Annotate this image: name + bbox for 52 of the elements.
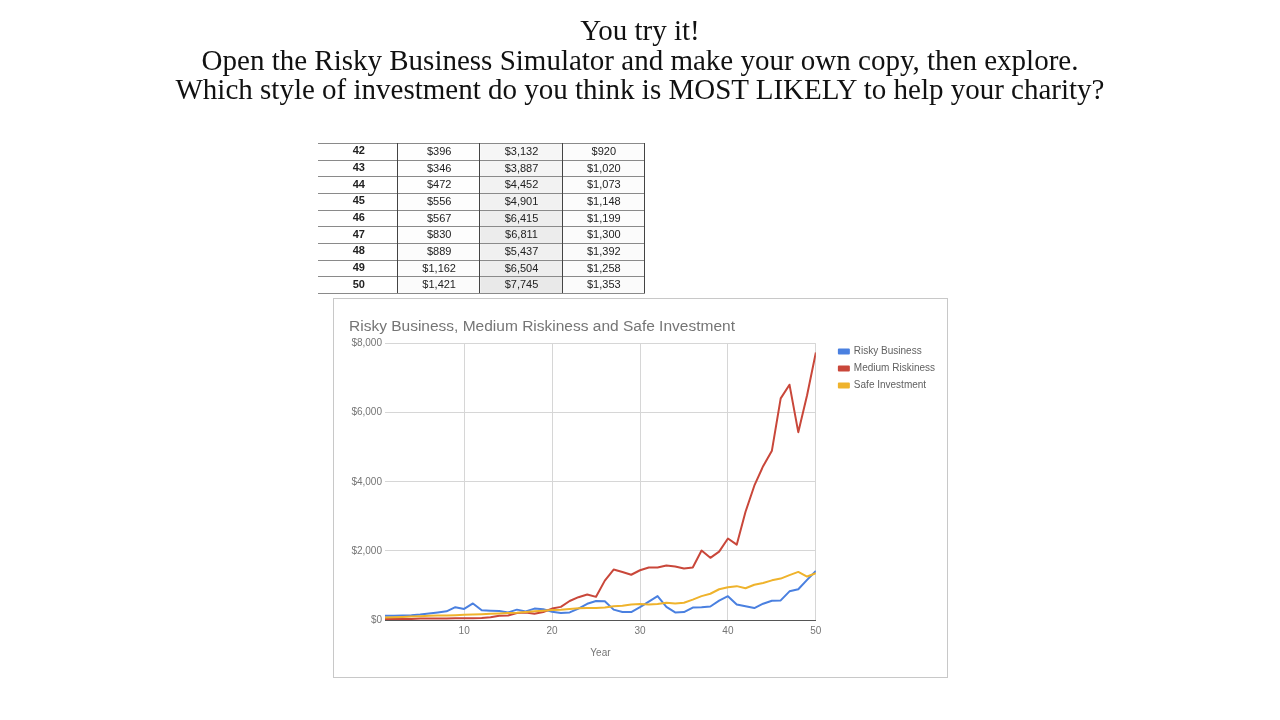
y-tick-label: 43 [352, 161, 365, 174]
y-tick-label: 45 [352, 194, 365, 207]
x-tick-label: 20 [546, 624, 559, 636]
x-tick-label: 30 [634, 624, 646, 636]
data-label: $1,300 [587, 228, 621, 241]
y-tick-label: 50 [352, 277, 365, 290]
y-tick-label: 47 [352, 227, 365, 240]
data-label: $4,901 [504, 194, 539, 207]
y-tick-label: 42 [352, 144, 365, 157]
data-label: $567 [426, 211, 452, 224]
data-label: $1,073 [587, 178, 621, 191]
y-tick-label: $6,000 [351, 406, 383, 418]
data-label: $1,199 [587, 211, 621, 224]
y-tick-label: $2,000 [351, 544, 383, 556]
data-label: $396 [426, 144, 452, 157]
y-tick-label: 49 [352, 261, 365, 274]
x-axis-title: Year [590, 646, 612, 658]
legend-label: Medium Riskiness [853, 362, 936, 374]
data-label: $1,258 [587, 261, 621, 274]
y-tick-label: $8,000 [351, 337, 383, 349]
data-label: $1,353 [587, 278, 621, 291]
data-label: $3,887 [504, 161, 539, 174]
y-tick-label: $4,000 [351, 475, 383, 487]
data-label: $346 [426, 161, 452, 174]
data-label: $4,452 [504, 178, 539, 191]
data-label: $472 [426, 178, 452, 191]
x-tick-label: 40 [722, 624, 734, 636]
data-label: $1,162 [422, 261, 456, 274]
y-tick-label: 46 [352, 211, 365, 224]
data-label: $920 [591, 144, 617, 157]
data-label: $830 [426, 228, 452, 241]
data-label: $6,504 [504, 261, 539, 274]
text: You try it! [579, 14, 701, 46]
y-tick-label: 44 [352, 177, 366, 190]
legend-label: Safe Investment [853, 379, 927, 391]
y-tick-label: $0 [370, 613, 383, 625]
data-label: $5,437 [504, 244, 539, 257]
data-label: $6,415 [504, 211, 539, 224]
y-tick-label: 48 [352, 244, 365, 257]
data-label: $7,745 [504, 278, 539, 291]
data-label: $1,392 [587, 244, 621, 257]
x-tick-label: 50 [810, 624, 822, 636]
data-label: $556 [426, 194, 452, 207]
x-tick-label: 10 [458, 624, 471, 636]
data-label: $6,811 [505, 228, 538, 241]
data-label: $3,132 [504, 144, 539, 157]
data-label: $1,421 [422, 278, 456, 291]
data-label: $1,020 [587, 161, 621, 174]
data-label: $1,148 [587, 194, 621, 207]
chart-title: Risky Business, Medium Riskiness and Safe Investment [349, 316, 736, 334]
legend-label: Risky Business [853, 345, 922, 357]
data-label: $889 [426, 244, 452, 257]
